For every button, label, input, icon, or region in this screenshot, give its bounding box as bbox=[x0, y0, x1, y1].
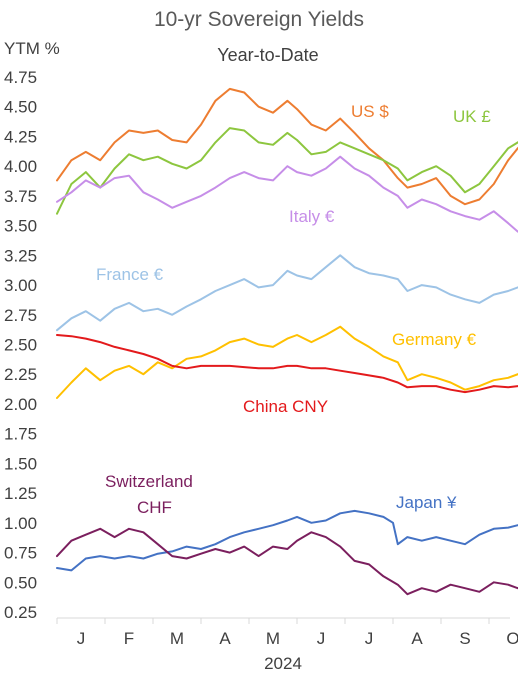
series-label: Germany € bbox=[392, 330, 477, 349]
y-tick-label: 1.50 bbox=[4, 454, 37, 473]
chart-subtitle: Year-to-Date bbox=[217, 45, 318, 65]
y-tick-label: 4.75 bbox=[4, 68, 37, 87]
series-line-switzerland-chf bbox=[56, 527, 518, 596]
y-tick-label: 2.00 bbox=[4, 395, 37, 414]
series-line-germany bbox=[56, 325, 518, 399]
y-tick-label: 0.50 bbox=[4, 573, 37, 592]
y-tick-label: 1.75 bbox=[4, 425, 37, 444]
series-line-italy bbox=[56, 155, 518, 233]
y-tick-label: 3.25 bbox=[4, 246, 37, 265]
y-tick-label: 3.00 bbox=[4, 276, 37, 295]
y-tick-labels: 4.75 4.50 4.25 4.00 3.75 3.50 3.25 3.00 2.75 2.50… bbox=[4, 68, 37, 622]
series-label: Switzerland bbox=[105, 472, 193, 491]
series-label: US $ bbox=[351, 102, 389, 121]
y-tick-label: 4.50 bbox=[4, 98, 37, 117]
series-line-france bbox=[56, 254, 518, 332]
y-tick-label: 2.75 bbox=[4, 306, 37, 325]
x-tick-label: A bbox=[219, 629, 231, 648]
x-tick-label: M bbox=[266, 629, 280, 648]
y-tick-label: 0.75 bbox=[4, 544, 37, 563]
y-tick-label: 0.25 bbox=[4, 603, 37, 622]
chart-title: 10-yr Sovereign Yields bbox=[154, 8, 364, 31]
x-tick-label: J bbox=[365, 629, 374, 648]
x-axis-year-label: 2024 bbox=[264, 654, 302, 673]
x-tick-label: J bbox=[77, 629, 86, 648]
x-tick-label: O bbox=[506, 629, 518, 648]
series-lines bbox=[56, 87, 518, 596]
x-tick-label: J bbox=[317, 629, 326, 648]
series-label: Japan ¥ bbox=[396, 493, 457, 512]
series-label: UK £ bbox=[453, 107, 491, 126]
y-tick-label: 3.50 bbox=[4, 217, 37, 236]
x-tick-label: M bbox=[170, 629, 184, 648]
series-label: Italy € bbox=[289, 207, 335, 226]
series-label: CHF bbox=[137, 498, 172, 517]
series-line-uk bbox=[56, 127, 518, 215]
x-tick-label: F bbox=[124, 629, 134, 648]
series-label: China CNY bbox=[243, 397, 328, 416]
series-labels: US $ UK £ Italy € France € Germany € China CN… bbox=[96, 102, 491, 517]
y-tick-label: 3.75 bbox=[4, 187, 37, 206]
y-tick-label: 1.00 bbox=[4, 514, 37, 533]
y-tick-label: 2.50 bbox=[4, 336, 37, 355]
y-axis-label: YTM % bbox=[4, 39, 60, 58]
y-tick-label: 1.25 bbox=[4, 484, 37, 503]
series-label: France € bbox=[96, 265, 164, 284]
x-tick-label: A bbox=[411, 629, 423, 648]
y-tick-label: 2.25 bbox=[4, 365, 37, 384]
series-line-japan bbox=[56, 509, 518, 572]
series-line-us bbox=[56, 87, 518, 206]
y-tick-label: 4.25 bbox=[4, 127, 37, 146]
series-line-china-cny bbox=[56, 334, 518, 394]
y-tick-label: 4.00 bbox=[4, 157, 37, 176]
x-tick-label: S bbox=[459, 629, 470, 648]
